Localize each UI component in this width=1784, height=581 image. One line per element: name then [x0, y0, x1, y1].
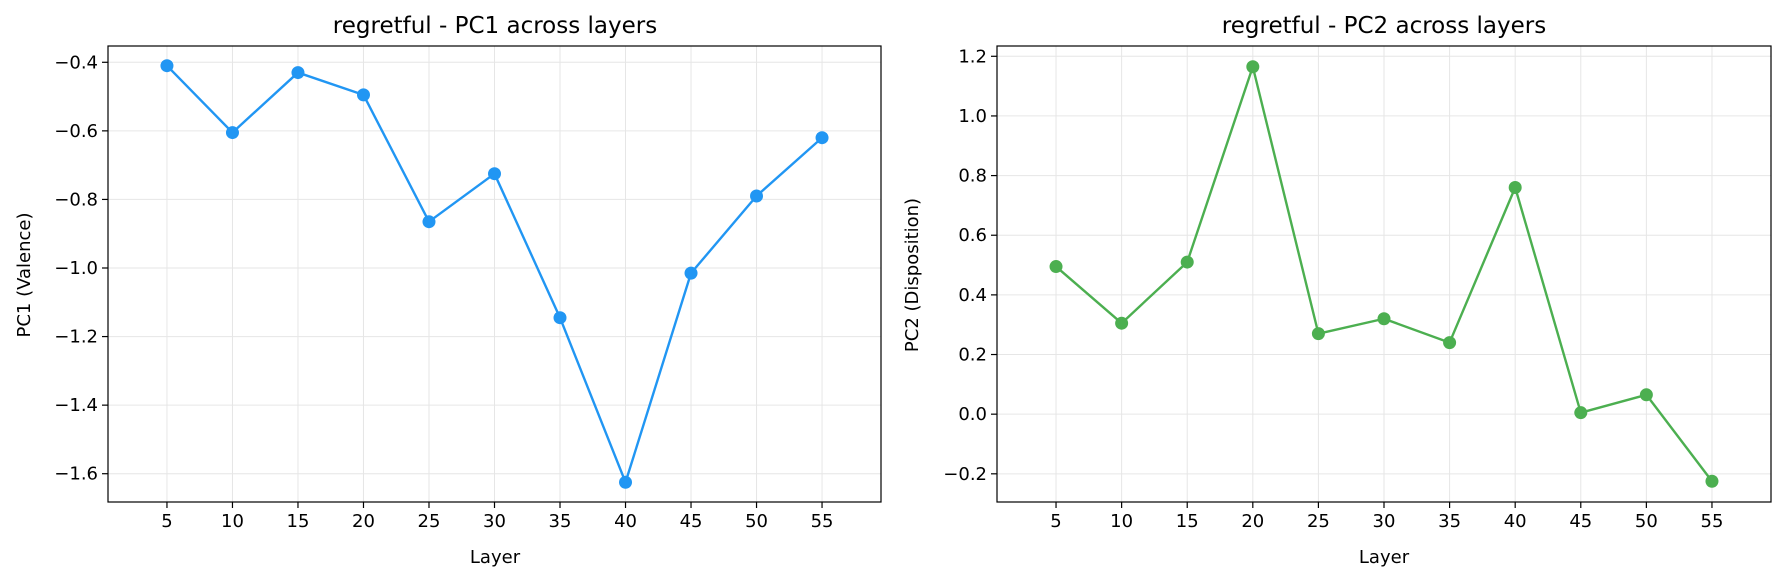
- pc2-x-tick-label: 10: [1110, 511, 1133, 532]
- pc1-data-point: [750, 189, 764, 203]
- pc2-data-point: [1180, 255, 1194, 269]
- pc1-x-tick-label: 15: [287, 511, 310, 532]
- pc2-y-tick-label: −0.2: [943, 464, 987, 485]
- pc2-data-point: [1639, 388, 1653, 402]
- pc2-data-point: [1377, 312, 1391, 326]
- pc2-x-tick-label: 35: [1438, 511, 1461, 532]
- pc2-y-tick-label: 0.8: [958, 166, 987, 187]
- pc2-y-tick-label: 0.0: [958, 404, 987, 425]
- pc1-x-tick-label: 45: [680, 511, 703, 532]
- pc1-y-tick-label: −0.8: [54, 189, 98, 210]
- pc1-y-tick-label: −1.6: [54, 464, 98, 485]
- pc1-x-axis-label: Layer: [470, 547, 521, 568]
- pc2-data-point: [1115, 316, 1129, 330]
- pc2-x-tick-label: 20: [1241, 511, 1264, 532]
- pc1-y-axis-label: PC1 (Valence): [14, 212, 35, 337]
- pc1-data-point: [422, 215, 436, 229]
- pc1-data-point: [225, 126, 239, 140]
- pc1-data-point: [488, 167, 501, 181]
- pc1-y-tick-label: −1.2: [54, 327, 98, 348]
- pc2-data-point: [1443, 336, 1457, 350]
- pc1-y-tick-label: −0.6: [54, 121, 98, 142]
- pc2-y-axis-label: PC2 (Disposition): [902, 198, 923, 352]
- pc2-x-tick-label: 55: [1701, 511, 1724, 532]
- pc2-y-tick-label: 0.6: [958, 225, 987, 246]
- pc1-chart-panel: regretful - PC1 across layers Layer PC1 …: [14, 13, 882, 568]
- pc1-y-tick-label: −1.4: [54, 395, 98, 416]
- pc2-x-tick-label: 50: [1635, 511, 1658, 532]
- pc1-x-tick-label: 30: [483, 511, 506, 532]
- pc1-x-tick-label: 55: [811, 511, 834, 532]
- pc1-data-point: [815, 131, 829, 145]
- pc1-y-tick-label: −1.0: [54, 258, 98, 279]
- pc2-x-tick-label: 40: [1504, 511, 1527, 532]
- pc2-data-point: [1246, 60, 1260, 74]
- pc1-x-tick-label: 35: [549, 511, 572, 532]
- pc1-x-tick-label: 25: [418, 511, 441, 532]
- pc2-data-point: [1574, 406, 1588, 420]
- pc2-chart-title: regretful - PC2 across layers: [1222, 13, 1546, 39]
- pc2-x-axis-label: Layer: [1359, 547, 1410, 568]
- pc1-data-point: [684, 266, 698, 280]
- pc1-y-tick-label: −0.4: [54, 52, 98, 73]
- pc2-data-point: [1508, 181, 1522, 195]
- pc1-x-tick-label: 5: [161, 511, 172, 532]
- pc2-x-tick-label: 25: [1307, 511, 1330, 532]
- pc1-x-tick-label: 50: [745, 511, 768, 532]
- pc1-data-point: [619, 475, 633, 489]
- pc2-y-tick-label: 1.0: [958, 106, 987, 127]
- pc2-x-tick-label: 30: [1373, 511, 1396, 532]
- pc2-chart-panel: regretful - PC2 across layers Layer PC2 …: [902, 13, 1772, 568]
- pc2-y-tick-label: 0.2: [958, 345, 987, 366]
- pc2-data-point: [1049, 260, 1063, 274]
- pc2-data-point: [1311, 327, 1325, 341]
- pc2-x-tick-label: 45: [1569, 511, 1592, 532]
- pc2-x-tick-label: 15: [1176, 511, 1199, 532]
- pc1-chart-title: regretful - PC1 across layers: [333, 13, 657, 39]
- pc1-data-point: [160, 59, 174, 73]
- pc1-x-tick-label: 20: [352, 511, 375, 532]
- pc2-x-tick-label: 5: [1050, 511, 1061, 532]
- pc1-data-point: [291, 66, 305, 80]
- pc2-y-tick-label: 1.2: [958, 46, 987, 67]
- pc2-data-point: [1705, 474, 1719, 488]
- pc2-y-tick-label: 0.4: [958, 285, 987, 306]
- pc1-data-point: [553, 311, 567, 325]
- pc1-x-tick-label: 10: [221, 511, 244, 532]
- pc1-x-tick-label: 40: [614, 511, 637, 532]
- pc1-data-point: [356, 88, 370, 102]
